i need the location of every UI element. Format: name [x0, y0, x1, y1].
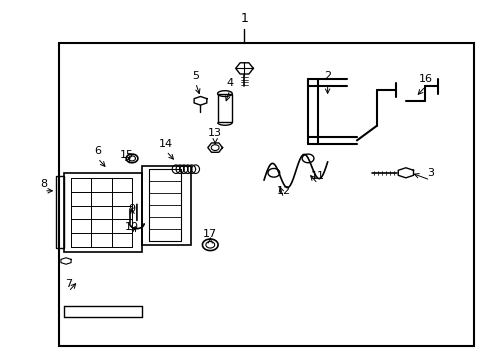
Bar: [63, 173, 142, 252]
Text: 12: 12: [276, 186, 290, 196]
Text: 1: 1: [240, 12, 248, 24]
Text: 5: 5: [192, 71, 199, 81]
Text: 3: 3: [426, 168, 433, 178]
Text: 6: 6: [94, 146, 101, 156]
Text: 9: 9: [128, 204, 135, 214]
Text: 7: 7: [65, 279, 72, 289]
Text: 10: 10: [125, 222, 139, 232]
Text: 4: 4: [226, 78, 233, 88]
Text: 14: 14: [159, 139, 173, 149]
Text: 11: 11: [310, 171, 324, 181]
Text: 8: 8: [41, 179, 47, 189]
Text: 13: 13: [208, 128, 222, 138]
Text: 16: 16: [418, 74, 431, 84]
Bar: [142, 166, 190, 245]
Bar: [56, 176, 63, 248]
Text: 15: 15: [120, 150, 134, 160]
Bar: [217, 94, 232, 122]
Text: 2: 2: [324, 71, 330, 81]
Bar: [149, 169, 181, 241]
Bar: [59, 43, 473, 346]
Text: 17: 17: [203, 229, 217, 239]
